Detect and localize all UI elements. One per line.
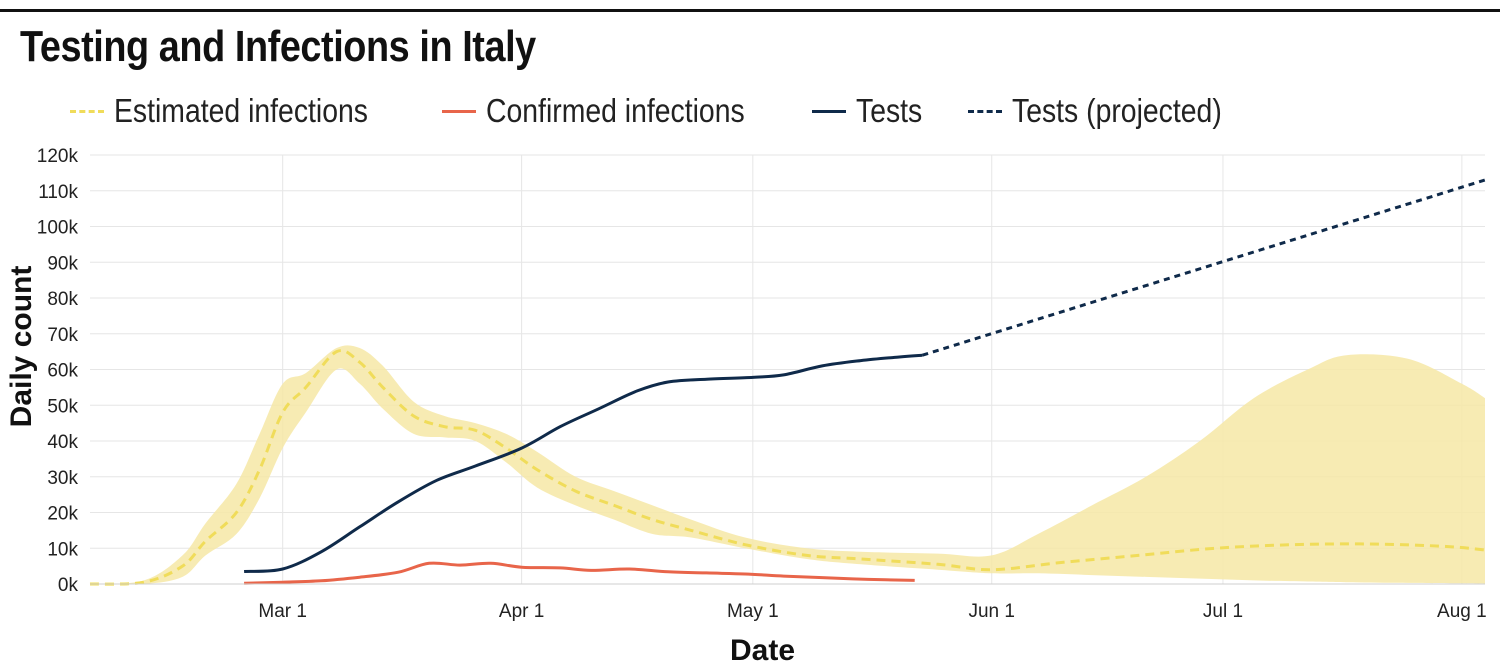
estimated-infections-band	[90, 345, 1485, 585]
y-tick-label: 30k	[47, 468, 78, 489]
legend-swatch-confirmed	[442, 109, 476, 113]
y-tick-label: 120k	[37, 146, 79, 167]
y-tick-label: 50k	[47, 396, 78, 417]
x-tick-label: Mar 1	[258, 601, 307, 622]
y-tick-label: 110k	[38, 182, 78, 203]
legend-item-estimated: Estimated infections	[70, 92, 409, 130]
tests-projected-line	[921, 178, 1486, 357]
legend-swatch-tests-projected	[968, 109, 1002, 113]
y-tick-label: 80k	[47, 289, 78, 310]
confirmed-infections-line	[244, 561, 915, 585]
y-tick-label: 60k	[47, 361, 78, 382]
legend-item-tests-projected: Tests (projected)	[968, 92, 1256, 130]
y-axis-title: Daily count	[5, 266, 38, 428]
top-rule	[0, 9, 1500, 12]
y-tick-label: 20k	[47, 504, 78, 525]
legend-item-tests: Tests	[812, 92, 933, 130]
legend-label-estimated: Estimated infections	[114, 92, 368, 129]
legend-item-confirmed: Confirmed infections	[442, 92, 787, 130]
estimated-infections-line	[89, 349, 1486, 586]
y-tick-label: 90k	[47, 253, 78, 274]
y-tick-label: 70k	[47, 325, 78, 346]
y-tick-label: 100k	[37, 218, 79, 239]
x-tick-label: May 1	[727, 601, 779, 622]
legend-label-tests: Tests	[856, 92, 923, 129]
legend-swatch-tests	[812, 109, 846, 113]
y-tick-label: 0k	[58, 575, 79, 596]
y-tick-label: 40k	[47, 432, 78, 453]
x-tick-label: Jun 1	[968, 601, 1014, 622]
x-tick-label: Aug 1	[1437, 601, 1487, 622]
legend-label-tests-projected: Tests (projected)	[1012, 92, 1222, 129]
x-axis-title: Date	[730, 634, 795, 667]
x-tick-label: Apr 1	[499, 601, 544, 622]
x-tick-label: Jul 1	[1203, 601, 1243, 622]
tests-line	[244, 353, 923, 573]
y-tick-label: 10k	[47, 539, 78, 560]
chart-title: Testing and Infections in Italy	[20, 22, 536, 71]
legend-swatch-estimated	[70, 109, 104, 113]
legend-label-confirmed: Confirmed infections	[486, 92, 745, 129]
